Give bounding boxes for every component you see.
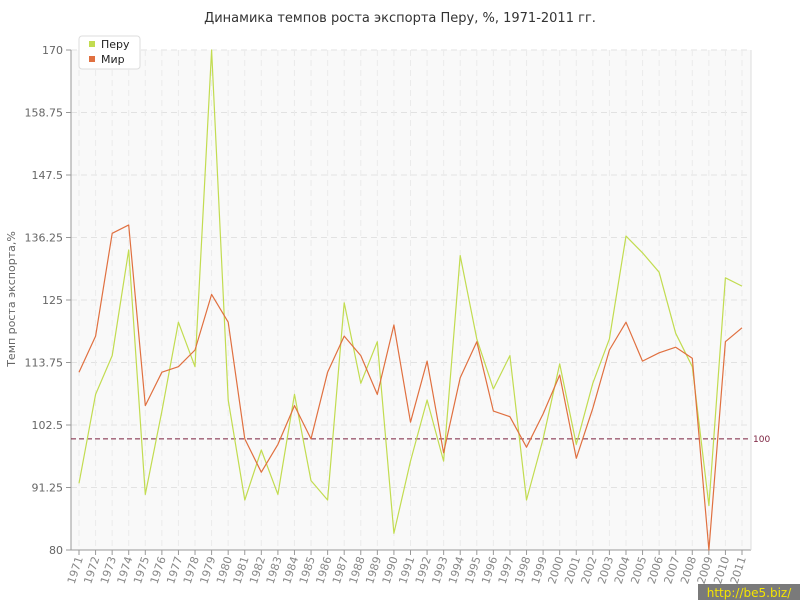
y-tick-label: 125: [42, 294, 63, 307]
legend-swatch: [89, 56, 95, 62]
legend-label: Перу: [101, 38, 130, 51]
y-tick-label: 170: [42, 44, 63, 57]
watermark-background: [698, 584, 800, 600]
series-line-world: [78, 224, 743, 551]
y-tick-label: 158.75: [25, 107, 64, 120]
series-line-peru: [78, 49, 743, 534]
y-tick-label: 91.25: [32, 482, 64, 495]
y-tick-label: 136.25: [25, 232, 64, 245]
reference-line-label: 100: [753, 435, 770, 445]
watermark: http://be5.biz/: [698, 584, 800, 600]
y-axis-label: Темп роста экспорта,%: [5, 231, 18, 368]
series-group: [78, 49, 743, 551]
legend-label: Мир: [101, 53, 125, 66]
y-tick-label: 102.5: [32, 419, 64, 432]
reference-line-group: 100: [71, 435, 770, 445]
y-tick-label: 147.5: [32, 169, 64, 182]
watermark-text: http://be5.biz/: [707, 586, 792, 600]
legend-swatch: [89, 41, 95, 47]
chart-title: Динамика темпов роста экспорта Перу, %, …: [204, 11, 596, 26]
y-tick-label: 113.75: [25, 357, 64, 370]
y-tick-label: 80: [49, 544, 63, 557]
grid: [71, 49, 751, 550]
legend: Перу Мир: [78, 35, 141, 70]
